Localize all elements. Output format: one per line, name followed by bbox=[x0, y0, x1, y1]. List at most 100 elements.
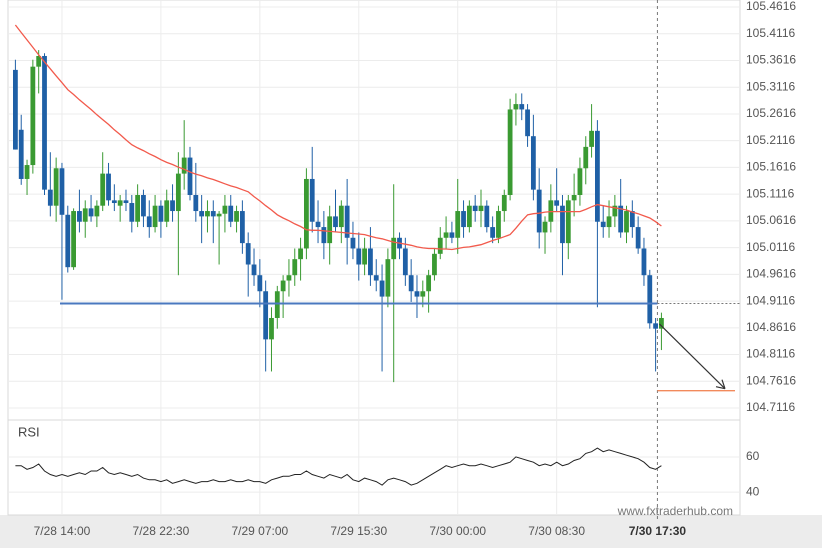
y-tick-label: 104.9116 bbox=[746, 293, 795, 307]
candle-body bbox=[94, 205, 100, 217]
forecast-arrowhead bbox=[715, 379, 726, 390]
candle-body bbox=[391, 237, 397, 260]
rsi-tick-label: 40 bbox=[746, 484, 760, 498]
candle-body bbox=[513, 104, 519, 110]
x-tick-label: 7/28 14:00 bbox=[34, 524, 91, 538]
candle-body bbox=[478, 205, 484, 212]
candle-body bbox=[379, 280, 385, 297]
candle-body bbox=[315, 221, 321, 228]
x-tick-label: 7/28 22:30 bbox=[133, 524, 190, 538]
candle-body bbox=[659, 317, 664, 329]
x-tick-label: 7/30 08:30 bbox=[528, 524, 585, 538]
candle-body bbox=[356, 248, 362, 265]
candle-body bbox=[501, 195, 507, 212]
candle-body bbox=[228, 205, 234, 222]
candle-body bbox=[263, 291, 269, 340]
candle-body bbox=[606, 216, 612, 228]
candle-body bbox=[472, 205, 478, 212]
candle-body bbox=[65, 214, 71, 268]
candle-body bbox=[111, 200, 117, 204]
y-tick-label: 105.2116 bbox=[746, 133, 795, 147]
candle-body bbox=[164, 200, 170, 222]
candle-body bbox=[59, 168, 65, 215]
candle-body bbox=[496, 211, 501, 238]
candle-body bbox=[577, 168, 583, 196]
candle-body bbox=[327, 216, 333, 244]
candle-body bbox=[461, 211, 466, 228]
candle-body bbox=[245, 243, 251, 265]
candle-body bbox=[117, 200, 123, 206]
candle-body bbox=[170, 200, 175, 212]
candle-body bbox=[269, 317, 274, 340]
forecast-arrow bbox=[658, 323, 726, 390]
candle-body bbox=[612, 205, 618, 217]
candle-body bbox=[484, 205, 490, 228]
candle-body bbox=[420, 291, 426, 297]
candle-body bbox=[525, 109, 530, 137]
candle-body bbox=[466, 205, 472, 228]
candle-body bbox=[542, 221, 548, 233]
candle-body bbox=[53, 168, 59, 206]
candle-body bbox=[321, 227, 327, 244]
candle-body bbox=[443, 232, 449, 238]
candle-body bbox=[36, 55, 42, 67]
candle-body bbox=[530, 136, 536, 190]
y-tick-label: 104.7116 bbox=[746, 400, 795, 414]
x-tick-label: 7/29 15:30 bbox=[330, 524, 387, 538]
y-tick-label: 105.4116 bbox=[746, 26, 795, 40]
candle-body bbox=[408, 275, 414, 292]
candle-body bbox=[437, 237, 443, 254]
candle-body bbox=[286, 275, 292, 281]
candle-body bbox=[304, 178, 309, 249]
candle-body bbox=[624, 211, 629, 233]
candle-body bbox=[414, 291, 420, 297]
candle-body bbox=[280, 280, 286, 292]
candle-body bbox=[222, 205, 228, 214]
candle-body bbox=[77, 211, 82, 222]
candle-body bbox=[368, 248, 373, 276]
candle-body bbox=[350, 237, 356, 249]
candle-body bbox=[257, 275, 263, 292]
candle-body bbox=[129, 203, 135, 222]
candle-body bbox=[47, 189, 53, 206]
candle-body bbox=[158, 205, 164, 222]
candle-body bbox=[338, 205, 344, 228]
rsi-label: RSI bbox=[18, 424, 40, 439]
y-tick-label: 105.2616 bbox=[746, 106, 796, 120]
candle-body bbox=[175, 173, 181, 212]
candle-body bbox=[373, 275, 379, 281]
candle-body bbox=[251, 264, 257, 276]
candle-body bbox=[385, 259, 391, 297]
candle-body bbox=[583, 146, 589, 169]
candle-body bbox=[274, 291, 280, 318]
candle-body bbox=[595, 130, 600, 222]
y-tick-label: 105.4616 bbox=[746, 0, 796, 13]
y-tick-label: 105.1616 bbox=[746, 160, 796, 174]
candle-body bbox=[205, 211, 210, 217]
candle-body bbox=[333, 216, 338, 228]
candle-body bbox=[589, 130, 594, 147]
candle-body bbox=[71, 211, 76, 268]
candle-body bbox=[455, 211, 461, 238]
candle-body bbox=[100, 173, 106, 206]
candle-body bbox=[239, 211, 245, 244]
y-tick-label: 105.3116 bbox=[746, 79, 795, 93]
x-tick-label: 7/30 17:30 bbox=[629, 524, 687, 538]
moving-average bbox=[14, 24, 662, 251]
x-axis-strip bbox=[0, 515, 822, 548]
y-tick-label: 104.8116 bbox=[746, 347, 795, 361]
candle-body bbox=[554, 200, 560, 206]
candle-body bbox=[292, 259, 298, 276]
x-tick-label: 7/29 07:00 bbox=[231, 524, 288, 538]
candle-body bbox=[216, 213, 222, 217]
candle-body bbox=[641, 248, 647, 276]
candle-body bbox=[490, 227, 496, 238]
y-tick-label: 105.0616 bbox=[746, 213, 796, 227]
candle-body bbox=[344, 205, 350, 238]
candle-body bbox=[152, 205, 158, 228]
candle-body bbox=[82, 208, 88, 222]
candle-body bbox=[309, 178, 315, 222]
candle-body bbox=[536, 189, 542, 233]
y-tick-label: 105.1116 bbox=[746, 186, 795, 200]
